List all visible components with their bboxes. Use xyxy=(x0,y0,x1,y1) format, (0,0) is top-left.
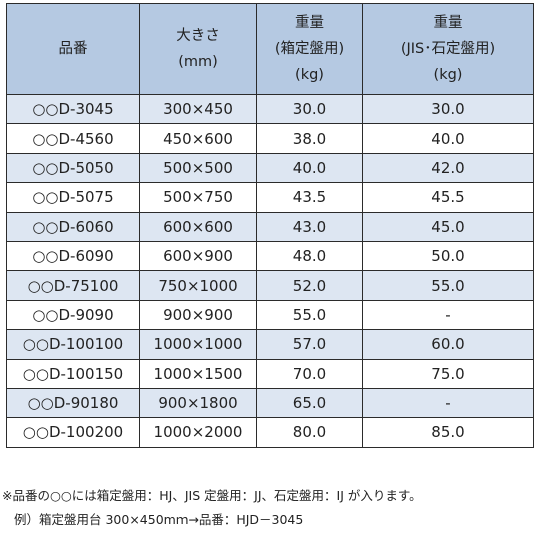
cell-size: 900×1800 xyxy=(139,387,257,419)
cell-part-number: ○○D-6090 xyxy=(6,240,140,272)
cell-size: 500×750 xyxy=(139,182,257,213)
cell-weight-jis-stone: 40.0 xyxy=(362,123,534,154)
cell-weight-jis-stone: 45.0 xyxy=(362,211,534,242)
header-line: (JIS･石定盤用) xyxy=(400,41,496,57)
cell-weight-box: 48.0 xyxy=(256,240,363,272)
cell-size: 450×600 xyxy=(139,123,257,154)
cell-part-number: ○○D-100200 xyxy=(6,417,140,448)
header-weight-box: 重量 (箱定盤用) (kg) xyxy=(256,3,363,95)
cell-weight-jis-stone: - xyxy=(362,387,534,419)
cell-weight-jis-stone: 42.0 xyxy=(362,152,534,184)
header-line: 重量 xyxy=(295,15,324,31)
table-row: ○○D-5075 500×750 43.5 45.5 xyxy=(6,182,534,213)
cell-size: 500×500 xyxy=(139,152,257,184)
cell-size: 600×600 xyxy=(139,211,257,242)
header-line: 品番 xyxy=(58,41,88,57)
table-header-row: 品番 大きさ (mm) 重量 (箱定盤用) (kg) 重量 (JIS･石定盤用)… xyxy=(6,3,534,95)
header-line: (箱定盤用) xyxy=(274,41,345,57)
cell-weight-jis-stone: 45.5 xyxy=(362,182,534,213)
cell-part-number: ○○D-90180 xyxy=(6,387,140,419)
cell-size: 750×1000 xyxy=(139,270,257,301)
cell-weight-jis-stone: 30.0 xyxy=(362,93,534,125)
header-size: 大きさ (mm) xyxy=(139,3,257,95)
cell-weight-box: 57.0 xyxy=(256,329,363,360)
header-part-number: 品番 xyxy=(6,3,140,95)
header-line: (kg) xyxy=(433,67,463,83)
header-line: (mm) xyxy=(178,54,218,70)
cell-weight-jis-stone: 85.0 xyxy=(362,417,534,448)
cell-part-number: ○○D-100100 xyxy=(6,329,140,360)
cell-weight-box: 43.0 xyxy=(256,211,363,242)
cell-weight-box: 70.0 xyxy=(256,358,363,389)
cell-part-number: ○○D-9090 xyxy=(6,299,140,331)
cell-part-number: ○○D-100150 xyxy=(6,358,140,389)
cell-weight-box: 65.0 xyxy=(256,387,363,419)
cell-weight-box: 43.5 xyxy=(256,182,363,213)
header-line: (kg) xyxy=(295,67,324,83)
table-row: ○○D-3045 300×450 30.0 30.0 xyxy=(6,93,534,125)
table-row: ○○D-100150 1000×1500 70.0 75.0 xyxy=(6,358,534,389)
footnote-example: 例）箱定盤用台 300×450mｍ→品番：HJD－3045 xyxy=(14,512,304,527)
footnote-part-number-prefix: ※品番の○○には箱定盤用：HJ、JIS 定盤用：JJ、石定盤用：IJ が入ります… xyxy=(2,488,422,503)
table-row: ○○D-75100 750×1000 52.0 55.0 xyxy=(6,270,534,301)
cell-part-number: ○○D-3045 xyxy=(6,93,140,125)
cell-part-number: ○○D-4560 xyxy=(6,123,140,154)
cell-weight-box: 52.0 xyxy=(256,270,363,301)
table-row: ○○D-5050 500×500 40.0 42.0 xyxy=(6,152,534,184)
cell-weight-box: 30.0 xyxy=(256,93,363,125)
footnotes: ※品番の○○には箱定盤用：HJ、JIS 定盤用：JJ、石定盤用：IJ が入ります… xyxy=(2,484,536,532)
table-row: ○○D-100100 1000×1000 57.0 60.0 xyxy=(6,329,534,360)
weight-spec-table: 品番 大きさ (mm) 重量 (箱定盤用) (kg) 重量 (JIS･石定盤用)… xyxy=(6,3,534,448)
cell-weight-box: 55.0 xyxy=(256,299,363,331)
cell-size: 1000×1000 xyxy=(139,329,257,360)
table-row: ○○D-90180 900×1800 65.0 - xyxy=(6,387,534,419)
cell-weight-jis-stone: 55.0 xyxy=(362,270,534,301)
cell-size: 600×900 xyxy=(139,240,257,272)
cell-weight-box: 80.0 xyxy=(256,417,363,448)
header-line: 重量 xyxy=(433,15,463,31)
table-row: ○○D-6060 600×600 43.0 45.0 xyxy=(6,211,534,242)
table-row: ○○D-4560 450×600 38.0 40.0 xyxy=(6,123,534,154)
cell-weight-jis-stone: 60.0 xyxy=(362,329,534,360)
cell-weight-jis-stone: 75.0 xyxy=(362,358,534,389)
cell-size: 1000×2000 xyxy=(139,417,257,448)
header-line: 大きさ xyxy=(176,28,220,44)
cell-weight-box: 38.0 xyxy=(256,123,363,154)
cell-size: 300×450 xyxy=(139,93,257,125)
cell-size: 1000×1500 xyxy=(139,358,257,389)
table-row: ○○D-6090 600×900 48.0 50.0 xyxy=(6,240,534,272)
cell-part-number: ○○D-5050 xyxy=(6,152,140,184)
header-weight-jis-stone: 重量 (JIS･石定盤用) (kg) xyxy=(362,3,534,95)
table-row: ○○D-100200 1000×2000 80.0 85.0 xyxy=(6,417,534,448)
cell-part-number: ○○D-6060 xyxy=(6,211,140,242)
cell-size: 900×900 xyxy=(139,299,257,331)
cell-weight-jis-stone: - xyxy=(362,299,534,331)
cell-part-number: ○○D-75100 xyxy=(6,270,140,301)
cell-weight-box: 40.0 xyxy=(256,152,363,184)
cell-weight-jis-stone: 50.0 xyxy=(362,240,534,272)
table-row: ○○D-9090 900×900 55.0 - xyxy=(6,299,534,331)
cell-part-number: ○○D-5075 xyxy=(6,182,140,213)
